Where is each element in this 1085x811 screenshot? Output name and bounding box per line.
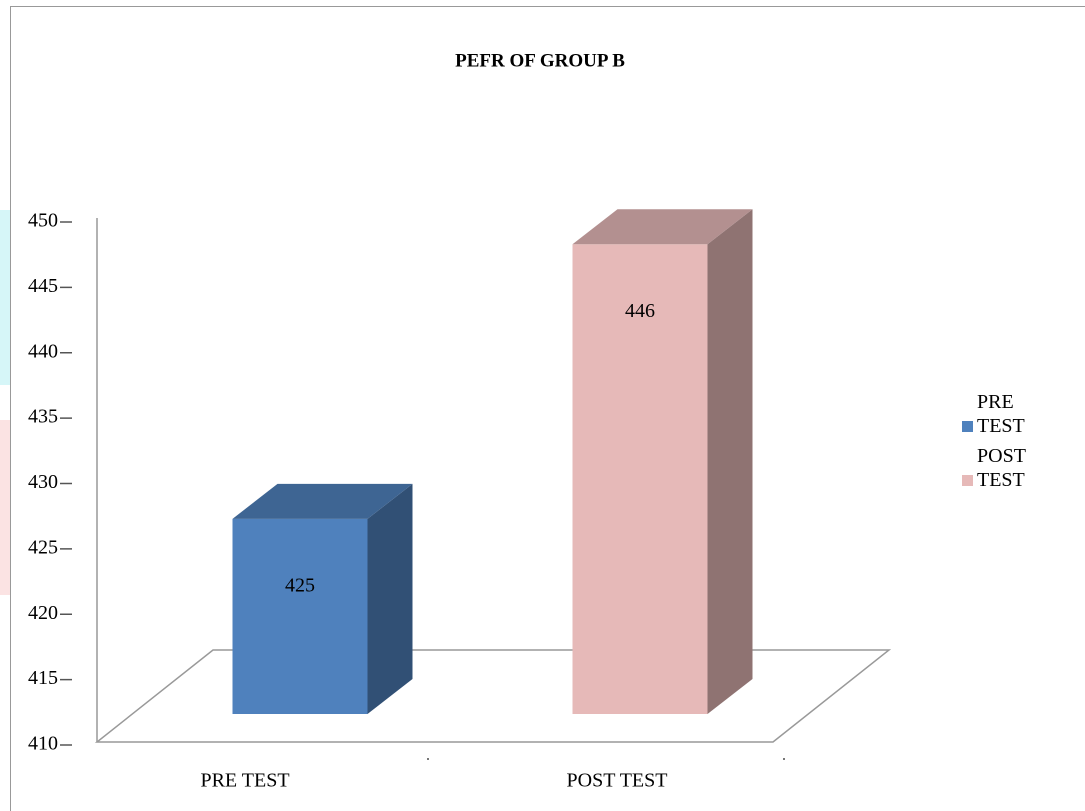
y-tick-label: 420 xyxy=(28,602,58,624)
x-tick xyxy=(427,758,429,760)
legend-label: POST TEST xyxy=(977,445,1026,491)
bar xyxy=(232,483,413,714)
x-tick-label: PRE TEST xyxy=(200,770,289,792)
legend-swatch xyxy=(962,421,973,432)
y-tick-label: 440 xyxy=(28,340,58,362)
x-tick xyxy=(783,758,785,760)
legend-label: PRE TEST xyxy=(977,391,1025,437)
bar-top xyxy=(232,483,413,519)
y-tick-label: 435 xyxy=(28,406,58,428)
x-tick-label: POST TEST xyxy=(567,770,668,792)
data-label: 425 xyxy=(285,574,315,596)
decor-strip xyxy=(0,210,10,385)
bar xyxy=(572,209,753,715)
y-tick-label: 445 xyxy=(28,275,58,297)
bar-front xyxy=(572,244,708,715)
y-tick-label: 425 xyxy=(28,536,58,558)
legend-swatch xyxy=(962,475,973,486)
data-label: 446 xyxy=(625,300,655,322)
y-tick-label: 450 xyxy=(28,210,58,232)
y-tick-label: 430 xyxy=(28,471,58,493)
y-tick-label: 415 xyxy=(28,667,58,689)
chart-border xyxy=(10,6,1085,811)
chart-title: PEFR OF GROUP B xyxy=(455,50,625,71)
floor xyxy=(94,649,892,743)
decor-strip xyxy=(0,420,10,595)
bar-top xyxy=(572,209,753,245)
legend-item: PRE TEST xyxy=(962,390,1032,438)
y-tick-label: 410 xyxy=(28,733,58,755)
bar-side xyxy=(367,483,413,714)
bar-side xyxy=(707,209,753,715)
legend-item: POST TEST xyxy=(962,444,1032,492)
bar-front xyxy=(232,518,368,714)
